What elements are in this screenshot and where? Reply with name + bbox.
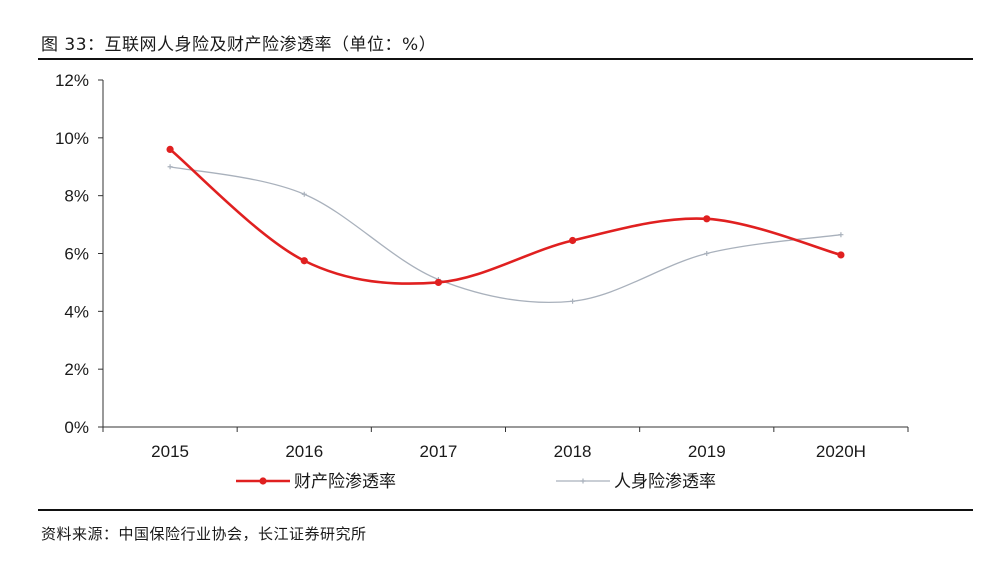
x-tick-label: 2015 [151,442,189,461]
source-note: 资料来源：中国保险行业协会，长江证券研究所 [41,525,367,543]
legend-marker-life [580,478,586,484]
x-tick-label: 2018 [554,442,592,461]
y-tick-label: 0% [64,418,89,437]
data-point-life [570,298,576,304]
data-point-property [166,145,174,153]
series-line-property [169,148,842,285]
legend-marker-property [259,477,267,485]
legend-label-life: 人身险渗透率 [614,472,716,492]
data-point-property [703,215,711,223]
x-tick-label: 2017 [420,442,458,461]
data-point-property [837,251,845,259]
data-point-property [434,278,443,287]
series-layer [166,145,845,304]
y-tick-label: 10% [55,129,89,148]
chart-legend: 财产险渗透率 人身险渗透率 [236,472,716,492]
data-point-property [300,257,308,265]
y-tick-label: 6% [64,245,89,264]
bottom-rule [38,509,973,511]
x-tick-label: 2019 [688,442,726,461]
top-rule [38,58,973,60]
y-tick-label: 4% [64,302,89,321]
chart-axes: 0% 2% 4% 6% 8% 10% 12% 2015 2016 2017 2018 2019 2020… [55,71,909,461]
chart-title: 图 33：互联网人身险及财产险渗透率（单位：%） [41,35,437,55]
data-point-life [167,164,173,170]
data-point-life [301,191,307,197]
y-tick-label: 12% [55,71,89,90]
y-tick-label: 8% [64,187,89,206]
y-tick-label: 2% [64,360,89,379]
x-tick-label: 2016 [285,442,323,461]
data-point-life [704,251,710,256]
series-line-life [169,166,842,304]
data-point-property [568,236,577,245]
x-tick-label: 2020H [816,442,866,461]
legend-label-property: 财产险渗透率 [294,472,396,492]
data-point-life [838,232,844,238]
